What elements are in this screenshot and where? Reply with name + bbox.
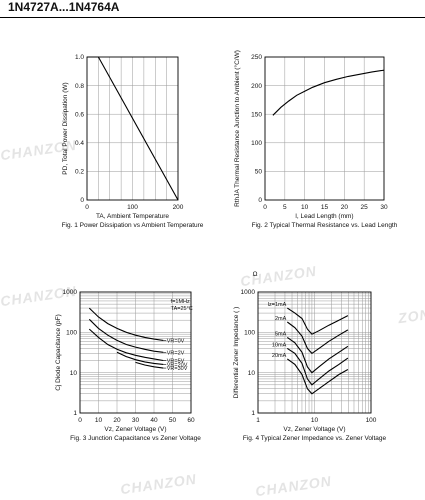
plot-frame	[257, 291, 372, 414]
y-tick-label: 100	[66, 330, 77, 337]
series-line	[272, 69, 385, 116]
x-axis-label: Vz, Zener Voltage (V)	[104, 426, 166, 433]
annotation-label: f=1MHz	[171, 299, 190, 305]
grid	[87, 57, 178, 200]
series-line	[286, 321, 349, 355]
x-axis-label: Vz, Zener Voltage (V)	[283, 426, 345, 433]
series-line	[88, 307, 164, 341]
series-line	[88, 318, 164, 353]
y-tick-label: 1000	[241, 289, 256, 296]
y-axis-label: Differential Zener Impedance ( )	[233, 307, 240, 399]
series-label: 20mA	[272, 353, 287, 359]
series-line	[286, 307, 349, 335]
chart-fig2: 0 5 10 15 20 25 30 0 50 100 150 200 250 l, Lead Lengt…	[233, 50, 398, 229]
x-tick-label: 60	[187, 417, 195, 424]
figure-caption: Fig. 2 Typical Thermal Resistance vs. Le…	[252, 222, 398, 229]
series-label: 10mA	[272, 342, 287, 348]
figure-caption: Fig. 3 Junction Capacitance vs Zener Vol…	[70, 435, 201, 442]
y-tick-label: 200	[251, 83, 262, 90]
series-line	[135, 361, 164, 369]
y-tick-label: 150	[251, 111, 262, 118]
y-axis-label: Cj Diode Capacitance (pF)	[55, 314, 62, 391]
plot-frame	[86, 56, 179, 201]
x-tick-label: 100	[127, 204, 138, 211]
series-label: VR=30V	[167, 366, 188, 372]
x-tick-label: 10	[301, 204, 309, 211]
x-tick-label: 0	[263, 204, 267, 211]
y-tick-label: 1	[73, 410, 77, 417]
series-label: 5mA	[275, 331, 287, 337]
corner-label: Ω	[253, 271, 258, 278]
x-tick-label: 10	[95, 417, 103, 424]
y-tick-label: 100	[251, 140, 262, 147]
document-title: 1N4727A...1N4764A	[8, 0, 120, 14]
x-tick-label: 200	[173, 204, 184, 211]
y-tick-label: 0	[258, 197, 262, 204]
y-tick-label: 100	[244, 330, 255, 337]
y-tick-label: 1000	[63, 289, 78, 296]
x-tick-label: 1	[256, 417, 260, 424]
x-tick-label: 30	[380, 204, 388, 211]
series-line	[286, 336, 349, 374]
series-label: VR=20V	[167, 362, 188, 368]
y-tick-label: 0.4	[75, 140, 84, 147]
series-line	[286, 347, 349, 386]
chart-fig4: 1 10 100 1 10 100 1000 Vz, Zener Voltage (V) Dif…	[233, 271, 387, 442]
series-label: 2mA	[275, 316, 287, 322]
watermark: CHANZON	[254, 472, 333, 500]
y-axis-label: PD, Total Power Dissipation (W)	[62, 82, 69, 174]
x-axis-label: l, Lead Length (mm)	[295, 213, 353, 220]
series-label: VR=0V	[167, 338, 185, 344]
series-line	[88, 328, 164, 362]
x-tick-label: 20	[113, 417, 121, 424]
figure-caption: Fig. 4 Typical Zener Impedance vs. Zener…	[243, 435, 387, 442]
y-tick-label: 1.0	[75, 54, 84, 61]
annotation-label: TA=25°C	[171, 306, 193, 312]
y-tick-label: 1	[251, 410, 255, 417]
chart-fig3: 0 10 20 30 40 50 60 1 10 100 1000 Vz, Zener Voltage…	[55, 289, 201, 442]
series-label: VR=2V	[167, 350, 185, 356]
x-tick-label: 100	[366, 417, 377, 424]
series-label: Iz=1mA	[267, 302, 286, 308]
y-tick-label: 0.8	[75, 83, 84, 90]
series-line	[87, 56, 179, 201]
x-tick-label: 5	[283, 204, 287, 211]
plot-frame	[79, 291, 192, 414]
grid	[265, 57, 384, 200]
grid	[80, 292, 191, 413]
x-tick-label: 20	[341, 204, 349, 211]
watermark: CHANZON	[119, 470, 198, 498]
y-tick-label: 10	[248, 370, 256, 377]
y-axis-label: RthJA Thermal Resistance Junction to Amb…	[233, 50, 241, 207]
y-tick-label: 0.2	[75, 169, 84, 176]
figure-caption: Fig. 1 Power Dissipation vs Ambient Temp…	[62, 222, 204, 229]
x-tick-label: 0	[85, 204, 89, 211]
x-tick-label: 25	[361, 204, 369, 211]
y-tick-label: 250	[251, 54, 262, 61]
x-axis-label: TA, Ambient Temperature	[96, 213, 169, 220]
series-line	[286, 358, 349, 395]
series-line	[116, 351, 164, 365]
x-tick-label: 0	[78, 417, 82, 424]
x-tick-label: 50	[169, 417, 177, 424]
plot-frame	[264, 56, 385, 201]
y-tick-label: 10	[70, 370, 78, 377]
x-tick-label: 15	[321, 204, 329, 211]
y-tick-label: 0	[80, 197, 84, 204]
y-tick-label: 50	[255, 169, 263, 176]
title-rule	[0, 17, 425, 18]
x-tick-label: 30	[132, 417, 140, 424]
x-tick-label: 10	[311, 417, 319, 424]
y-tick-label: 0.6	[75, 111, 84, 118]
chart-fig1: 0 100 200 0 0.2 0.4 0.6 0.8 1.0 TA, Ambient Tempe…	[62, 54, 204, 229]
x-tick-label: 40	[150, 417, 158, 424]
series-label: VR=5V	[167, 359, 185, 365]
